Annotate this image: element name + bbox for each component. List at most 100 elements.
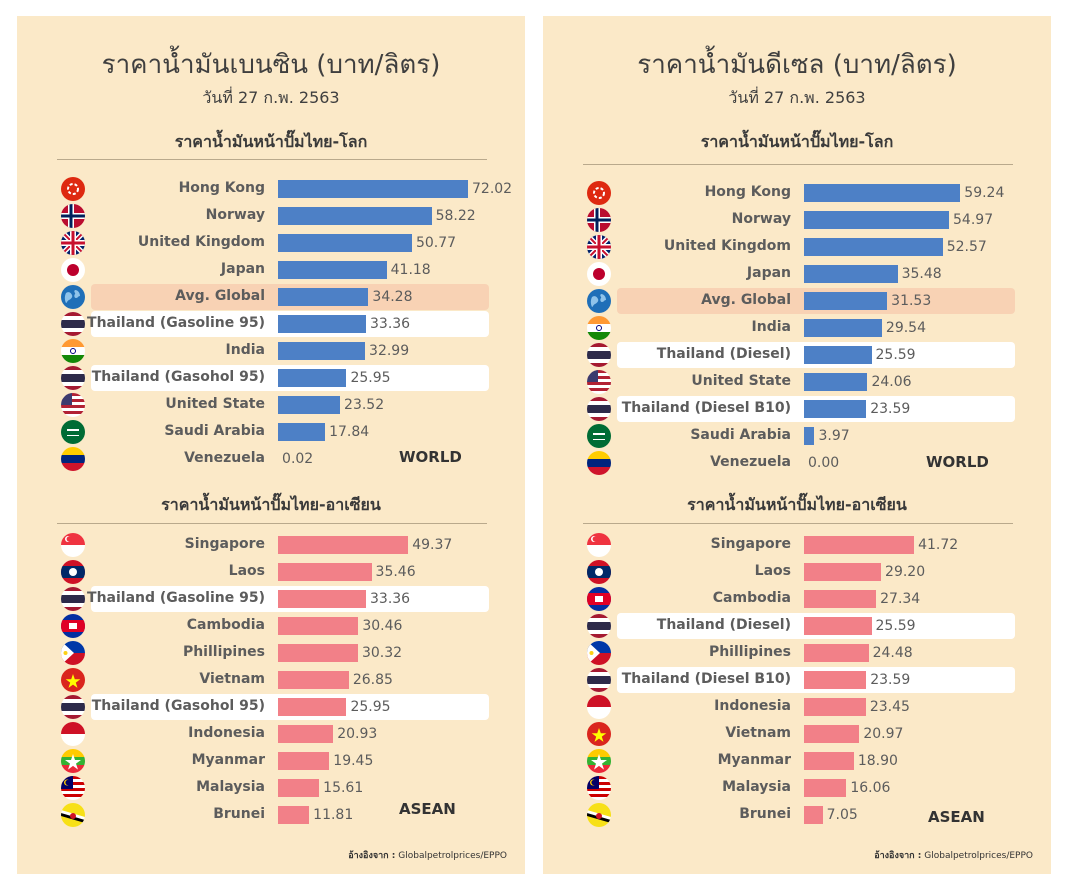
hong-kong-flag-icon (587, 181, 611, 205)
bar-row: Norway 58.22 (17, 204, 525, 228)
country-label: Avg. Global (175, 288, 265, 304)
value-label: 3.97 (818, 428, 850, 444)
thailand-flag-icon (61, 695, 85, 719)
value-label: 25.95 (350, 370, 391, 386)
bar (278, 261, 387, 279)
country-label: Malaysia (722, 779, 791, 795)
value-label: 33.36 (370, 316, 411, 332)
value-label: 20.97 (863, 726, 904, 742)
value-label: 72.02 (472, 181, 513, 197)
bar-row: Malaysia 15.61 (17, 776, 525, 800)
country-label: Thailand (Diesel B10) (621, 671, 791, 687)
value-label: 0.00 (808, 455, 840, 471)
country-label: Hong Kong (178, 180, 265, 196)
value-label: 49.37 (412, 537, 453, 553)
venezuela-flag-icon (61, 447, 85, 471)
bar (278, 752, 330, 770)
bar (804, 292, 888, 310)
bar-row: India 32.99 (17, 339, 525, 363)
value-label: 29.54 (885, 320, 927, 336)
country-label: Norway (205, 207, 265, 223)
india-flag-icon (587, 316, 611, 340)
value-label: 30.46 (362, 618, 403, 634)
value-label: 24.06 (871, 374, 912, 390)
indonesia-flag-icon (587, 695, 611, 719)
country-label: Phillipines (708, 644, 791, 660)
bar (278, 617, 359, 635)
bar-row: Japan 41.18 (17, 258, 525, 282)
country-label: United State (165, 396, 265, 412)
laos-flag-icon (61, 560, 85, 584)
philippines-flag-icon (61, 641, 85, 665)
value-label: 29.20 (885, 564, 926, 580)
bar-row: Venezuela 0.00 (543, 451, 1051, 475)
bar (278, 806, 310, 824)
bar (804, 752, 854, 770)
thailand-flag-icon (587, 668, 611, 692)
bar (804, 346, 872, 364)
bar-row: Norway 54.97 (543, 208, 1051, 232)
country-label: Saudi Arabia (690, 427, 791, 443)
bar-row: Malaysia 16.06 (543, 776, 1051, 800)
value-label: 41.18 (390, 262, 431, 278)
value-label: 23.45 (869, 699, 910, 715)
value-label: 50.77 (415, 235, 457, 251)
country-label: Thailand (Gasohol 95) (91, 698, 265, 714)
country-label: Thailand (Gasoline 95) (87, 590, 265, 606)
country-label: Brunei (739, 806, 791, 822)
bar-row: Venezuela 0.02 (17, 447, 525, 471)
bar-row: Thailand (Gasoline 95) 33.36 (17, 586, 525, 612)
world-region-label: WORLD (926, 453, 989, 471)
value-label: 59.24 (964, 185, 1005, 201)
country-label: India (751, 319, 791, 335)
bar (804, 779, 847, 797)
thailand-flag-icon (61, 312, 85, 336)
country-label: Laos (228, 563, 265, 579)
bar-row: Brunei 7.05 (543, 803, 1051, 827)
value-label: 16.06 (850, 780, 891, 796)
source-note: อ้างอิงจาก : Globalpetrolprices/EPPO (348, 851, 507, 861)
laos-flag-icon (587, 560, 611, 584)
vietnam-flag-icon (61, 668, 85, 692)
value-label: 41.72 (918, 537, 959, 553)
country-label: Thailand (Diesel) (656, 346, 791, 362)
value-label: 34.28 (372, 289, 413, 305)
vietnam-flag-icon (587, 722, 611, 746)
country-label: Myanmar (717, 752, 791, 768)
country-label: Vietnam (725, 725, 791, 741)
norway-flag-icon (61, 204, 85, 228)
bar (804, 617, 872, 635)
norway-flag-icon (587, 208, 611, 232)
value-label: 25.95 (350, 699, 391, 715)
value-label: 24.48 (872, 645, 913, 661)
country-label: Japan (220, 261, 265, 277)
bar-row: Hong Kong 72.02 (17, 177, 525, 201)
country-label: Brunei (213, 806, 265, 822)
bar-row: Saudi Arabia 17.84 (17, 420, 525, 444)
bar-row: Vietnam 26.85 (17, 668, 525, 692)
bar (278, 590, 366, 608)
bar (804, 806, 823, 824)
japan-flag-icon (61, 258, 85, 282)
country-label: Venezuela (710, 454, 791, 470)
country-label: United State (691, 373, 791, 389)
panel-date: วันที่ 27 ก.พ. 2563 (202, 88, 340, 107)
value-label: 35.46 (375, 564, 416, 580)
bar (804, 184, 961, 202)
bar (278, 698, 347, 716)
bar (278, 779, 320, 797)
bar (278, 563, 372, 581)
bar (278, 423, 326, 441)
bar-row: Myanmar 18.90 (543, 749, 1051, 773)
value-label: 11.81 (313, 807, 354, 823)
world-heading: ราคาน้ำมันหน้าปั๊มไทย-โลก (700, 132, 894, 151)
country-label: Indonesia (714, 698, 791, 714)
bar (804, 319, 882, 337)
value-label: 30.32 (361, 645, 403, 661)
bar (804, 427, 815, 445)
bar (278, 536, 409, 554)
cambodia-flag-icon (61, 614, 85, 638)
bar-row: Phillipines 24.48 (543, 641, 1051, 665)
brunei-flag-icon (587, 803, 611, 827)
bar-row: United State 24.06 (543, 370, 1051, 394)
